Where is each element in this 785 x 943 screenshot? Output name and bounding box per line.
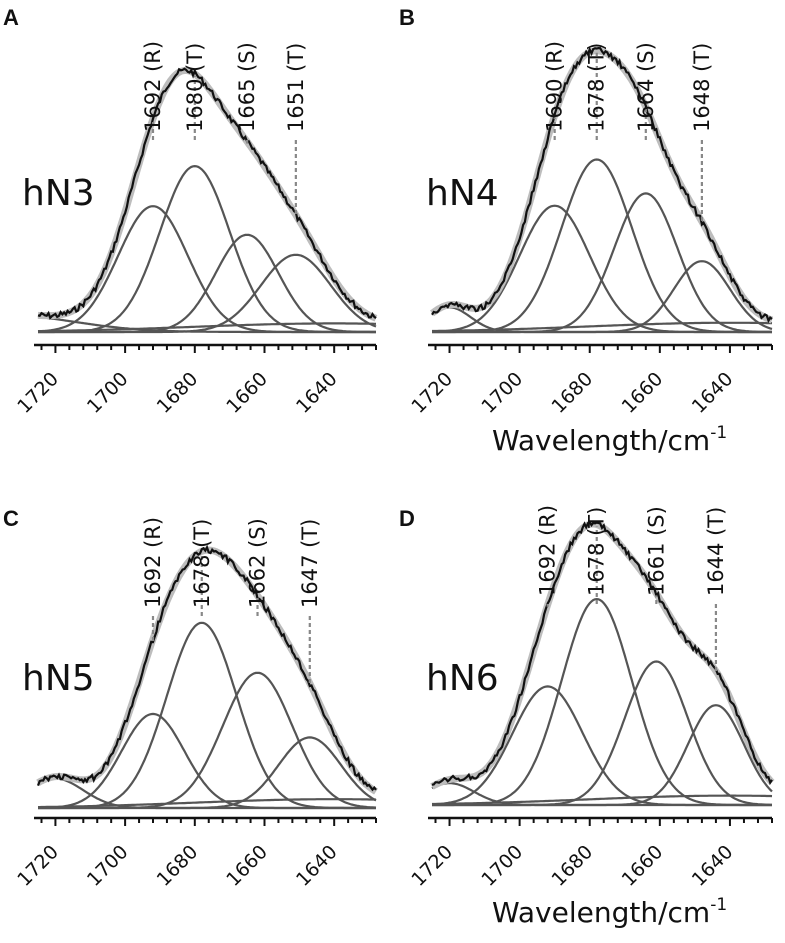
x-tick-label-1700: 1700	[83, 841, 133, 891]
peak-label-1664: 1664 (S)	[634, 42, 658, 132]
baseline-component-2	[38, 322, 376, 333]
x-tick-label-1700: 1700	[477, 368, 527, 418]
panel-letter: D	[399, 506, 415, 531]
baseline-component-1	[431, 782, 772, 807]
x-axis-title: Wavelength/cm-1	[492, 423, 727, 457]
panel-letter: C	[3, 506, 19, 531]
baseline-component-2	[432, 321, 773, 333]
x-tick-label-1700: 1700	[83, 368, 133, 418]
x-tick-label-1660: 1660	[618, 368, 668, 418]
x-tick-label-1640: 1640	[688, 368, 738, 418]
measured-spectrum	[431, 46, 773, 324]
x-tick-label-1680: 1680	[153, 841, 203, 891]
x-axis-title: Wavelength/cm-1	[492, 895, 727, 929]
peak-label-1651: 1651 (T)	[284, 43, 308, 132]
component-peak-1648	[432, 260, 773, 334]
sample-label: hN6	[426, 658, 499, 699]
x-tick-label-1720: 1720	[13, 841, 63, 891]
x-tick-label-1660: 1660	[222, 368, 272, 418]
x-tick-label-1680: 1680	[548, 368, 598, 418]
peak-label-1662: 1662 (S)	[246, 518, 270, 608]
component-peak-1644	[432, 704, 773, 807]
peak-label-1692: 1692 (R)	[141, 41, 165, 132]
sample-label: hN4	[426, 173, 499, 214]
peak-label-1692: 1692 (R)	[536, 505, 560, 596]
peak-label-1661: 1661 (S)	[644, 506, 668, 596]
component-peak-1665	[38, 233, 376, 334]
panel-d: 1692 (R) 1678 (T) 1661 (S) 1644 (T) 1720 1700…	[399, 505, 775, 929]
peak-label-1647: 1647 (T)	[298, 519, 322, 608]
x-tick-label-1720: 1720	[407, 841, 457, 891]
measured-spectrum	[37, 67, 377, 320]
x-tick-label-1660: 1660	[222, 841, 272, 891]
panel-c: 1692 (R) 1678 (T) 1662 (S) 1647 (T) 1720 1700…	[3, 506, 378, 891]
panel-b: 1690 (R) 1678 (T) 1664 (S) 1648 (T) 1720 1700…	[399, 5, 774, 457]
baseline-component-1	[37, 315, 376, 334]
measured-spectrum	[36, 544, 377, 792]
peak-label-1678: 1678 (T)	[190, 519, 214, 608]
x-tick-label-1640: 1640	[292, 368, 342, 418]
baseline-component-2	[432, 794, 773, 806]
baseline-component-1	[431, 306, 772, 334]
peak-label-1665: 1665 (S)	[235, 42, 259, 132]
component-peak-1690	[432, 204, 772, 334]
x-tick-label-1720: 1720	[407, 368, 457, 418]
x-tick-label-1660: 1660	[618, 841, 668, 891]
peak-label-1680: 1680 (T)	[183, 43, 207, 132]
peak-label-1692: 1692 (R)	[141, 517, 165, 608]
baseline-component-2	[38, 798, 377, 809]
x-tick-label-1640: 1640	[292, 841, 342, 891]
peak-label-1648: 1648 (T)	[690, 43, 714, 132]
sample-label: hN5	[22, 658, 95, 699]
peak-label-1678: 1678 (T)	[585, 507, 609, 596]
peak-label-1678: 1678 (T)	[585, 43, 609, 132]
x-tick-label-1700: 1700	[477, 841, 527, 891]
panel-letter: A	[3, 5, 19, 30]
x-tick-label-1720: 1720	[13, 368, 63, 418]
x-tick-label-1680: 1680	[153, 368, 203, 418]
baseline-component-1	[37, 777, 376, 810]
peak-label-1690: 1690 (R)	[543, 41, 567, 132]
panel-letter: B	[399, 5, 415, 30]
panel-a: 1692 (R) 1680 (T) 1665 (S) 1651 (T) 1720 1700…	[3, 5, 378, 418]
x-tick-label-1680: 1680	[548, 841, 598, 891]
x-tick-label-1640: 1640	[688, 841, 738, 891]
peak-label-1644: 1644 (T)	[704, 507, 728, 596]
sample-label: hN3	[22, 173, 95, 214]
component-peak-1651	[38, 253, 377, 334]
